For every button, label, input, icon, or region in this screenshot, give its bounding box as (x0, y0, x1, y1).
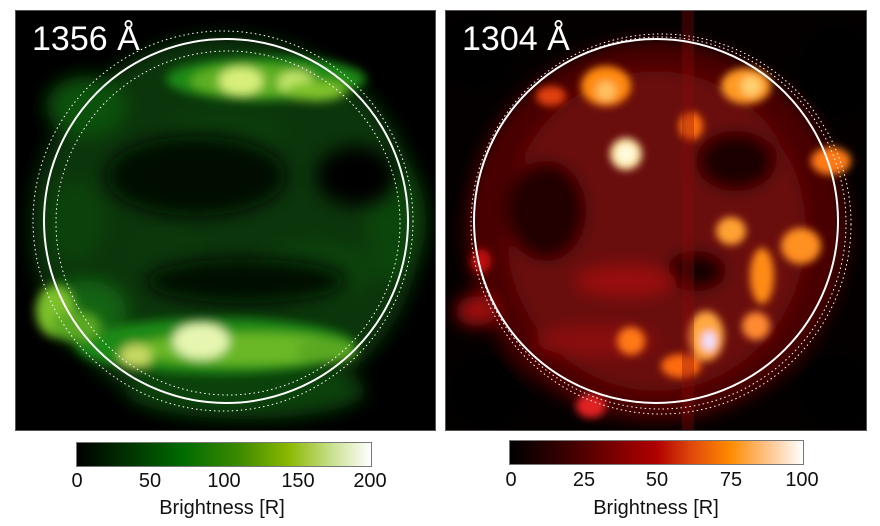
limb-circle-dotted-outer (32, 30, 414, 412)
colorbar-tick: 25 (572, 469, 596, 491)
emission-map-1304 (446, 11, 866, 430)
image-panel-1304: 1304 Å (445, 10, 867, 431)
limb-circle-dotted-inner (55, 50, 401, 396)
image-panel-1356: 1356 Å (15, 10, 436, 431)
colorbar-label: Brightness [R] (593, 497, 719, 519)
colorbar-tick: 0 (71, 470, 83, 492)
colorbar-tick: 100 (207, 470, 241, 492)
emission-map-1356 (16, 11, 435, 430)
colorbar-tick: 200 (353, 470, 387, 492)
colorbar-red (509, 440, 804, 465)
colorbar-tick: 0 (505, 469, 517, 491)
limb-circle-solid (43, 38, 409, 404)
colorbar-label: Brightness [R] (159, 497, 285, 519)
limb-circle-dotted-inner (473, 36, 847, 410)
colorbar-tick: 75 (719, 469, 743, 491)
wavelength-label: 1356 Å (32, 20, 140, 58)
colorbar-green (76, 442, 372, 467)
limb-circle-dotted-outer (470, 33, 852, 415)
colorbar-tick: 50 (138, 470, 162, 492)
wavelength-label: 1304 Å (462, 20, 570, 58)
colorbar-tick: 150 (281, 470, 315, 492)
colorbar-tick: 50 (645, 469, 669, 491)
colorbar-tick: 100 (785, 469, 819, 491)
